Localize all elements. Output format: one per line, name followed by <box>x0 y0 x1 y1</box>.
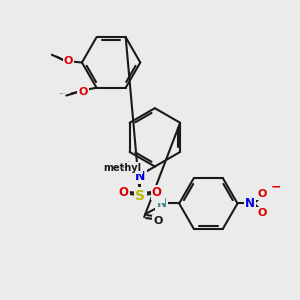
Text: N: N <box>245 197 255 210</box>
Text: H: H <box>155 192 164 202</box>
Text: O: O <box>152 186 162 199</box>
Text: +: + <box>255 192 262 201</box>
Text: O: O <box>257 208 266 218</box>
Text: −: − <box>271 181 281 194</box>
Text: methyl: methyl <box>104 164 142 173</box>
Text: O: O <box>64 56 73 66</box>
Text: O: O <box>119 186 129 199</box>
Text: O: O <box>257 189 266 199</box>
Text: S: S <box>135 189 145 203</box>
Text: O: O <box>153 216 163 226</box>
Text: N: N <box>157 197 167 210</box>
Text: methoxy: methoxy <box>60 92 66 94</box>
Text: N: N <box>135 170 146 183</box>
Text: O: O <box>78 87 88 97</box>
Text: methyl: methyl <box>123 167 128 169</box>
